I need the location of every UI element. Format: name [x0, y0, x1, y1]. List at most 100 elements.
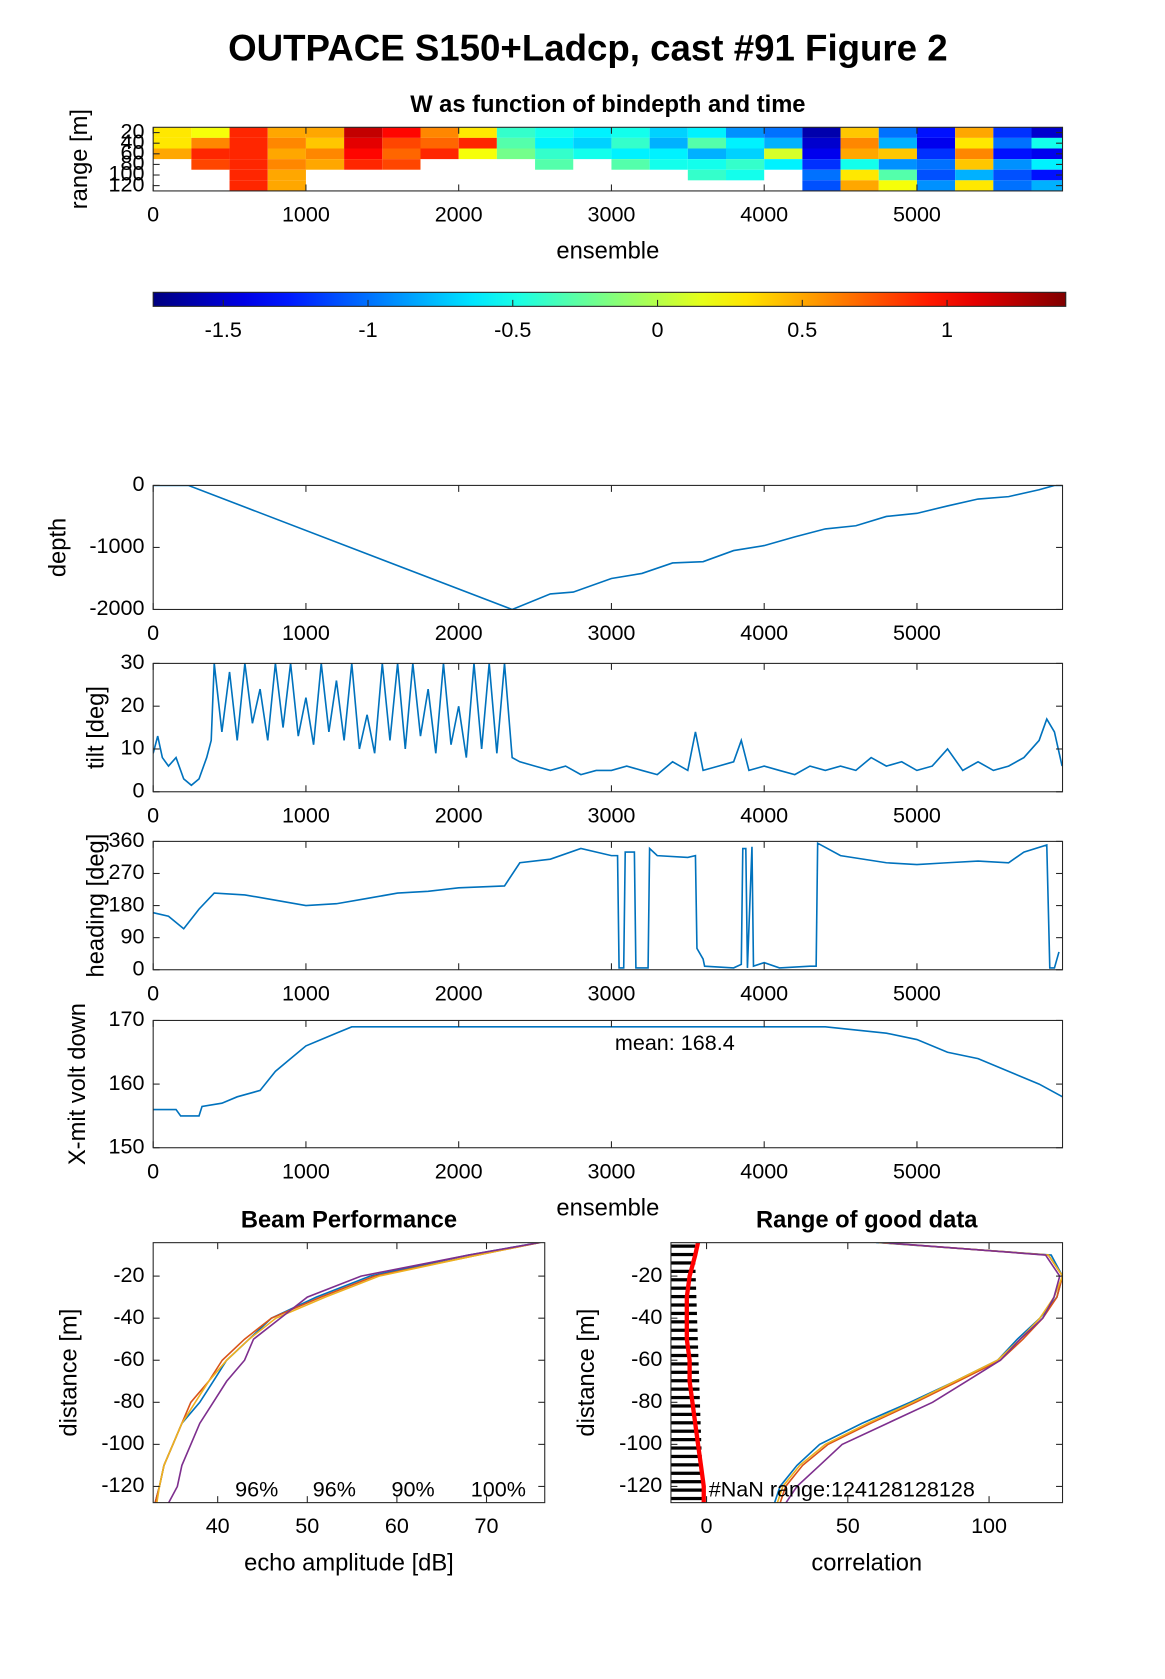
- x-tick-label: 3000: [587, 802, 635, 827]
- y-label: distance [m]: [56, 1309, 82, 1437]
- y-tick-label: 0: [133, 955, 145, 980]
- y-tick-label: 270: [109, 859, 145, 884]
- bar: [670, 1252, 696, 1257]
- axes-title: Range of good data: [756, 1207, 978, 1233]
- heat-cell: [420, 137, 459, 149]
- heat-cell: [191, 137, 230, 149]
- bar: [670, 1294, 697, 1299]
- bar: [670, 1496, 704, 1501]
- heat-cell: [344, 159, 383, 170]
- y-label: depth: [46, 518, 72, 577]
- x-tick-label: 4000: [740, 1158, 788, 1183]
- annotation: 90%: [392, 1476, 435, 1501]
- x-tick-label: 5000: [893, 201, 941, 226]
- heat-cell: [496, 127, 536, 138]
- y-tick-label: 80: [121, 150, 145, 175]
- heat-cell: [726, 148, 765, 160]
- annotation: 96%: [313, 1476, 356, 1501]
- y-tick-label: -80: [631, 1388, 662, 1413]
- line: [153, 841, 1060, 969]
- heat-cell: [344, 137, 383, 149]
- heat-cell: [267, 127, 306, 138]
- line: [153, 1026, 1063, 1117]
- heat-cell: [611, 148, 650, 160]
- bar: [670, 1421, 701, 1425]
- x-tick-label: 3000: [587, 980, 635, 1005]
- y-label: range [m]: [67, 109, 93, 209]
- x-tick-label: 5000: [893, 1158, 941, 1183]
- heat-cell: [993, 180, 1032, 191]
- heat-cell: [191, 127, 230, 138]
- heat-cell: [840, 148, 879, 160]
- y-tick-label: 120: [109, 171, 145, 196]
- bar: [670, 1387, 700, 1391]
- heat-cell: [535, 137, 574, 149]
- heat-cell: [458, 137, 497, 149]
- y-tick-label: -2000: [89, 595, 144, 620]
- line: [167, 1242, 541, 1503]
- y-tick-label: -120: [101, 1472, 144, 1497]
- y-tick-label: -1000: [89, 533, 144, 558]
- y-tick-label: 90: [121, 923, 145, 948]
- heat-cell: [878, 159, 917, 170]
- y-tick-label: 40: [121, 129, 145, 154]
- heat-cell: [878, 148, 917, 160]
- heat-cell: [916, 148, 956, 160]
- heat-cell: [878, 180, 917, 191]
- line: [773, 1242, 1063, 1503]
- heat-cell: [535, 159, 574, 170]
- heat-cell: [573, 137, 612, 149]
- heat-cell: [649, 159, 688, 170]
- heat-cell: [267, 180, 306, 191]
- x-tick-label: 4000: [740, 802, 788, 827]
- heat-cell: [840, 169, 879, 181]
- plot-area: [670, 1242, 1063, 1503]
- x-tick-label: 0: [147, 980, 159, 1005]
- heat-cell: [916, 159, 956, 170]
- heat-cell: [535, 148, 574, 160]
- heat-cell: [764, 159, 803, 170]
- heat-cell: [840, 127, 879, 138]
- y-tick-label: -40: [631, 1304, 662, 1329]
- plot-area: [153, 127, 1063, 191]
- heat-cell: [267, 169, 306, 181]
- heat-cell: [382, 148, 421, 160]
- heat-cell: [764, 127, 803, 138]
- heat-cell: [496, 148, 536, 160]
- plot-area: [153, 485, 1063, 610]
- y-tick-label: -20: [113, 1262, 144, 1287]
- heat-cell: [840, 137, 879, 149]
- heat-cell: [840, 180, 879, 191]
- x-tick-label: 3000: [587, 1158, 635, 1183]
- colorbar: [153, 292, 1066, 307]
- heat-cell: [573, 148, 612, 160]
- bar: [670, 1471, 703, 1475]
- heat-cell: [955, 148, 994, 160]
- heat-cell: [726, 169, 765, 181]
- bar: [670, 1438, 702, 1442]
- y-tick-label: 10: [121, 735, 145, 760]
- bar: [670, 1345, 699, 1349]
- x-tick-label: 4000: [740, 201, 788, 226]
- line: [779, 1242, 1063, 1503]
- heat-cell: [955, 169, 994, 181]
- x-tick-label: 50: [295, 1513, 319, 1538]
- plot-area: [153, 841, 1060, 969]
- x-tick-label: 5000: [893, 980, 941, 1005]
- bar: [670, 1286, 697, 1290]
- x-tick-label: -0.5: [494, 317, 531, 342]
- x-tick-label: 0: [652, 317, 664, 342]
- y-tick-label: 180: [109, 891, 145, 916]
- heat-cell: [191, 148, 230, 160]
- y-label: X-mit volt down: [65, 1003, 91, 1165]
- x-label: ensemble: [556, 1195, 659, 1221]
- heat-cell: [153, 148, 192, 160]
- x-tick-label: 60: [385, 1513, 409, 1538]
- plot-area: [153, 292, 1066, 307]
- line: [153, 485, 1063, 610]
- line: [785, 1242, 1061, 1503]
- x-tick-label: 4000: [740, 620, 788, 645]
- y-tick-label: 0: [133, 471, 145, 496]
- x-tick-label: 70: [475, 1513, 499, 1538]
